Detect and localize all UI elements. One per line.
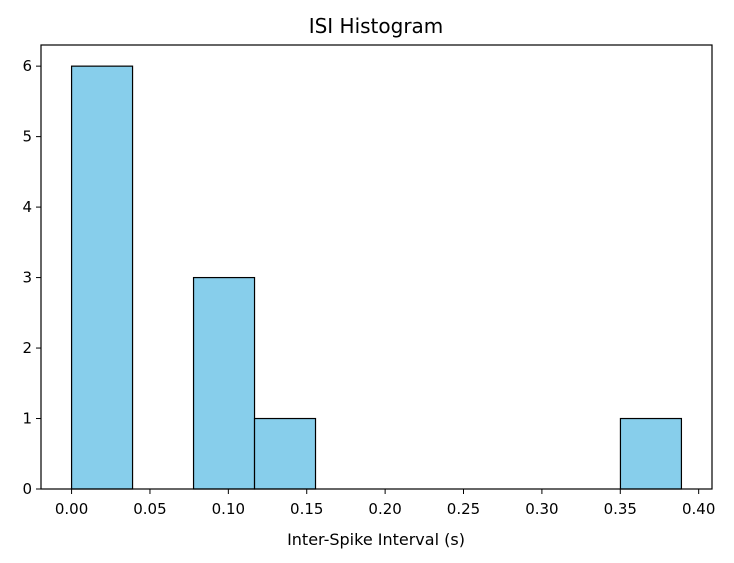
x-axis-ticks: 0.00 0.05 0.10 0.15 0.20 0.25 0.30 0.35 0.40 xyxy=(55,489,715,518)
y-tick-label: 6 xyxy=(22,57,32,75)
histogram-bar-3 xyxy=(253,417,317,490)
y-tick-label: 4 xyxy=(22,198,32,216)
y-tick-label: 2 xyxy=(22,339,32,357)
y-axis-ticks: 0 1 2 3 4 5 6 xyxy=(22,57,41,498)
y-tick-label: 3 xyxy=(22,269,32,287)
x-axis-label: Inter-Spike Interval (s) xyxy=(287,530,465,549)
x-tick-label: 0.10 xyxy=(212,500,245,518)
y-tick-label: 1 xyxy=(22,410,32,428)
y-tick-label: 0 xyxy=(22,480,32,498)
x-tick-label: 0.00 xyxy=(55,500,88,518)
histogram-bar-9 xyxy=(619,417,683,490)
chart-title: ISI Histogram xyxy=(309,14,444,38)
x-tick-label: 0.20 xyxy=(368,500,401,518)
y-tick-label: 5 xyxy=(22,128,32,146)
x-tick-label: 0.15 xyxy=(290,500,323,518)
bars-group xyxy=(70,65,683,490)
x-tick-label: 0.35 xyxy=(604,500,637,518)
histogram-bar-0 xyxy=(70,65,134,490)
histogram-bar-2 xyxy=(192,276,256,490)
x-tick-label: 0.30 xyxy=(525,500,558,518)
x-tick-label: 0.25 xyxy=(447,500,480,518)
plot-frame xyxy=(40,44,713,490)
x-tick-label: 0.05 xyxy=(133,500,166,518)
x-tick-label: 0.40 xyxy=(682,500,715,518)
